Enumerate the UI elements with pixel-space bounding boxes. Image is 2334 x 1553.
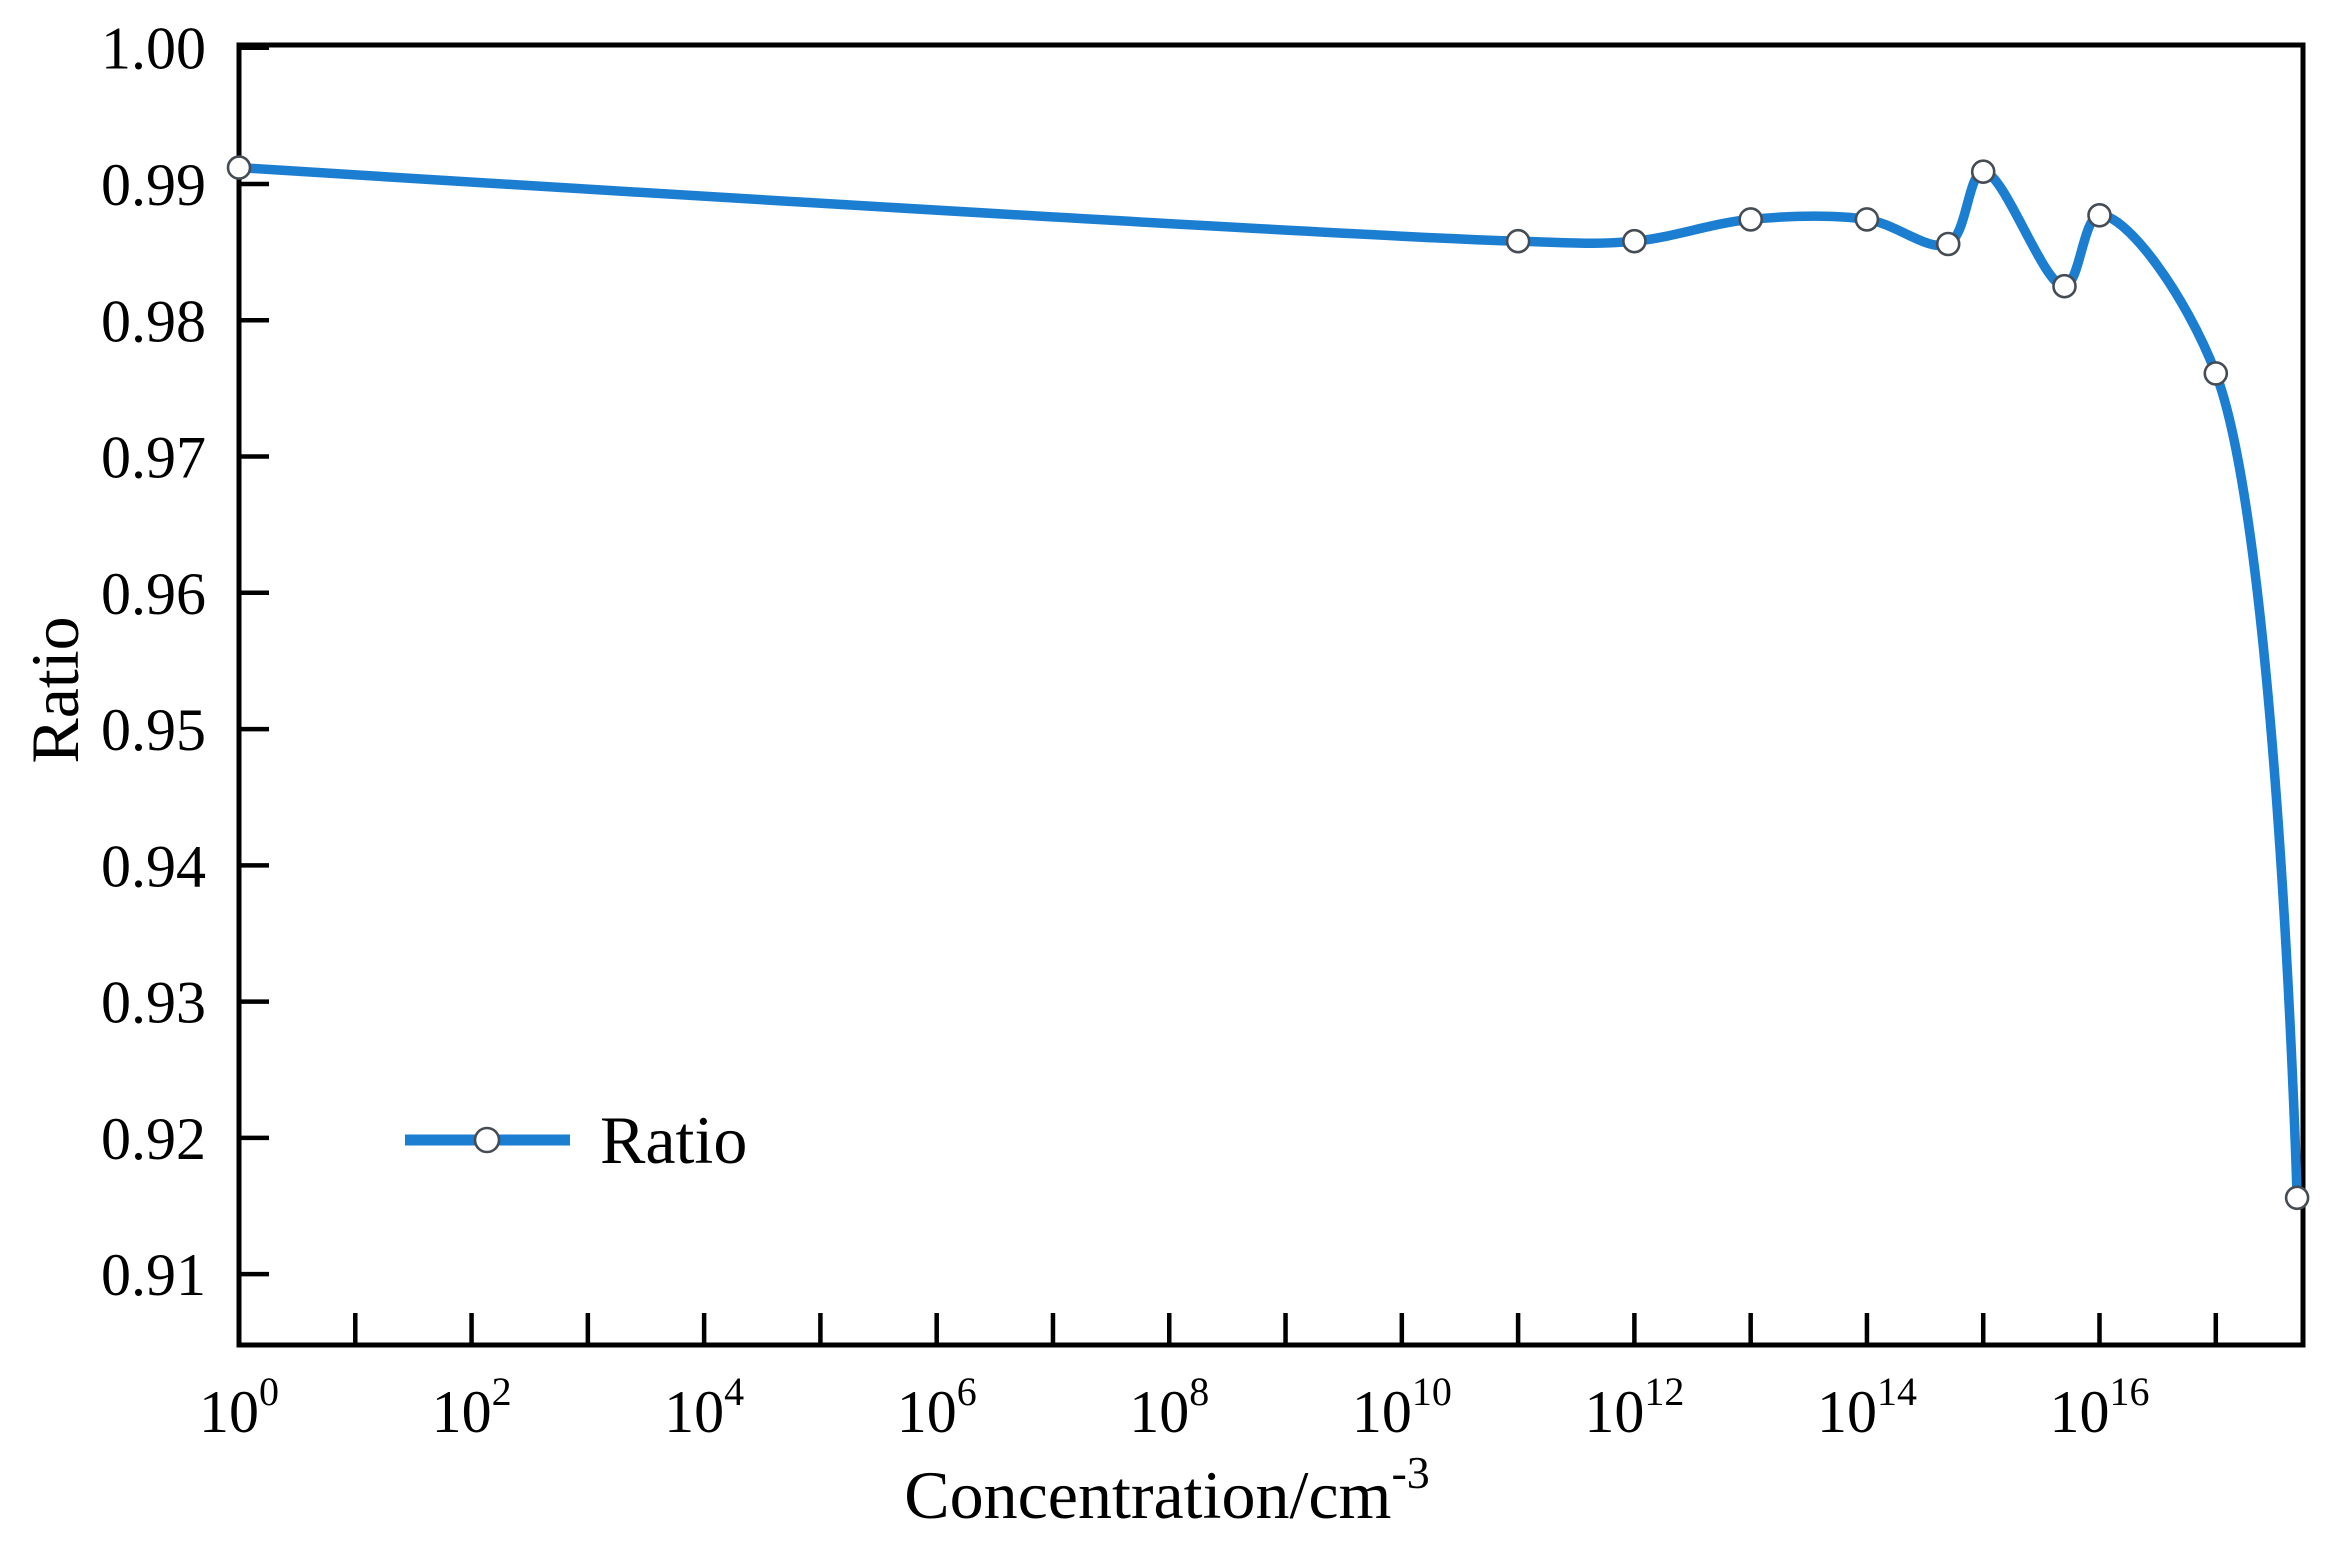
y-axis-tick-labels: 1.00 0.99 0.98 0.97 0.96 0.95 0.94 0.93 0.92 0.91 <box>101 16 206 1308</box>
data-point-markers <box>226 155 2310 1211</box>
x-tick-label: 106 <box>897 1369 977 1445</box>
x-tick-label: 102 <box>432 1369 512 1445</box>
plot-frame <box>236 42 2306 1348</box>
y-tick-label: 0.95 <box>101 697 206 763</box>
y-tick-label: 0.94 <box>101 833 206 899</box>
legend: Ratio <box>405 1102 747 1178</box>
x-axis-ticks <box>236 1313 2219 1345</box>
data-point-marker <box>2284 1185 2310 1211</box>
y-tick-label: 0.96 <box>101 561 206 627</box>
legend-label: Ratio <box>600 1102 747 1178</box>
y-axis-title: Ratio <box>17 616 93 763</box>
x-axis-title: Concentration/cm-3 <box>904 1447 1430 1533</box>
data-point-marker <box>1505 228 1531 254</box>
y-tick-label: 1.00 <box>101 16 206 82</box>
data-point-marker <box>1854 207 1880 232</box>
y-tick-label: 0.98 <box>101 288 206 354</box>
data-point-marker <box>1935 231 1961 257</box>
data-point-marker <box>1738 207 1763 232</box>
x-tick-label: 104 <box>664 1369 744 1445</box>
legend-marker-icon <box>473 1126 501 1154</box>
y-axis-ticks <box>239 45 269 1277</box>
data-point-marker <box>1970 159 1996 184</box>
y-tick-label: 0.99 <box>101 152 206 218</box>
x-tick-label: 1016 <box>2050 1369 2150 1445</box>
x-tick-label: 1012 <box>1584 1369 1684 1445</box>
y-tick-label: 0.92 <box>101 1106 206 1172</box>
y-tick-label: 0.91 <box>101 1242 206 1308</box>
data-point-marker <box>2203 361 2229 386</box>
x-axis-tick-labels: 100 102 104 106 108 1010 1012 1014 1016 <box>199 1369 2150 1445</box>
x-tick-label: 100 <box>199 1369 279 1445</box>
data-point-marker <box>2052 273 2077 299</box>
x-tick-label: 108 <box>1129 1369 1209 1445</box>
y-tick-label: 0.93 <box>101 970 206 1036</box>
x-tick-label: 1014 <box>1817 1369 1917 1445</box>
data-point-marker <box>2087 203 2112 228</box>
y-tick-label: 0.97 <box>101 425 206 491</box>
data-point-marker <box>1622 228 1647 254</box>
x-tick-label: 1010 <box>1352 1369 1452 1445</box>
data-point-marker <box>226 155 252 180</box>
ratio-line <box>234 162 2302 1203</box>
